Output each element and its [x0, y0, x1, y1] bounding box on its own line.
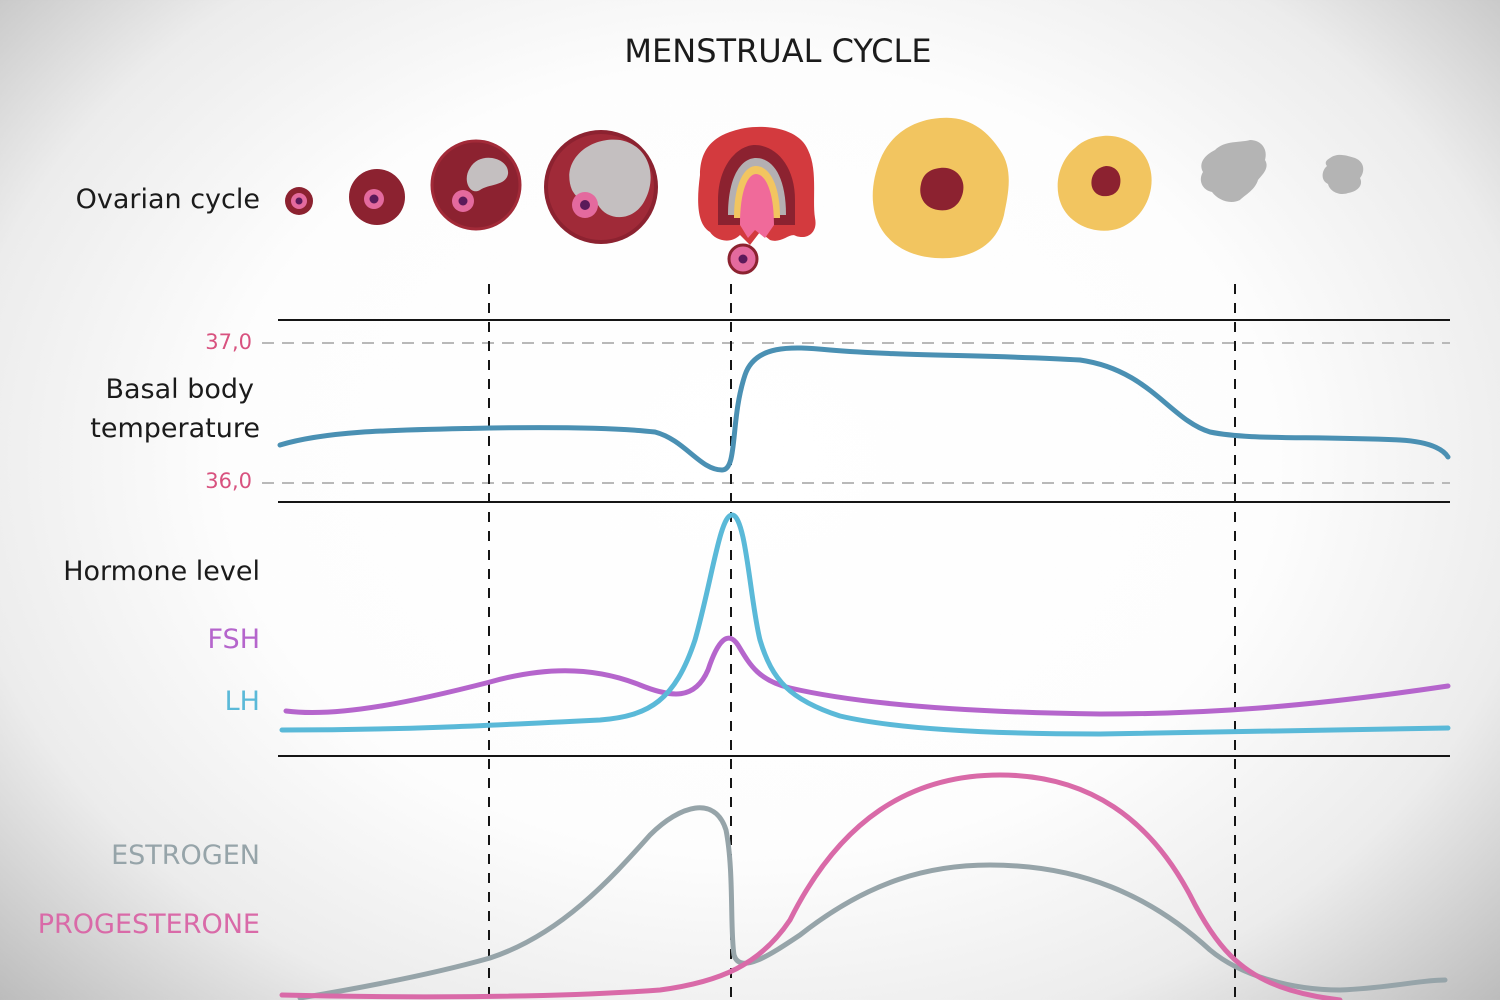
lh-legend-label: LH [224, 686, 260, 717]
fsh-legend-label: FSH [207, 624, 261, 655]
ovulation-follicle-icon [698, 126, 816, 245]
primordial-follicle-icon [285, 187, 313, 215]
corpus-luteum-small-icon [1057, 135, 1152, 231]
temperature-tick-high: 37,0 [205, 330, 252, 354]
hormone-level-label: Hormone level [63, 556, 260, 587]
temperature-label-line1: Basal body [105, 374, 254, 405]
corpus-luteum-large-icon [872, 117, 1009, 259]
temperature-label-line2: temperature [90, 413, 260, 444]
estrogen-legend-label: ESTROGEN [111, 840, 260, 871]
fsh-curve [283, 635, 1451, 717]
page-title: MENSTRUAL CYCLE [624, 32, 932, 70]
lh-curve [279, 512, 1451, 737]
progesterone-legend-label: PROGESTERONE [37, 909, 260, 940]
primary-follicle-icon [349, 169, 405, 225]
progesterone-curve [279, 772, 1343, 1000]
corpus-albicans-small-icon [1322, 154, 1364, 194]
ovarian-cycle-label: Ovarian cycle [75, 184, 260, 215]
egg-cell-icon [727, 243, 759, 275]
estrogen-curve [297, 805, 1448, 1000]
corpus-albicans-large-icon [1200, 140, 1267, 203]
temperature-tick-low: 36,0 [205, 469, 252, 493]
secondary-follicle-icon [430, 139, 522, 231]
mature-follicle-icon [544, 130, 658, 244]
temperature-curve [277, 345, 1451, 473]
